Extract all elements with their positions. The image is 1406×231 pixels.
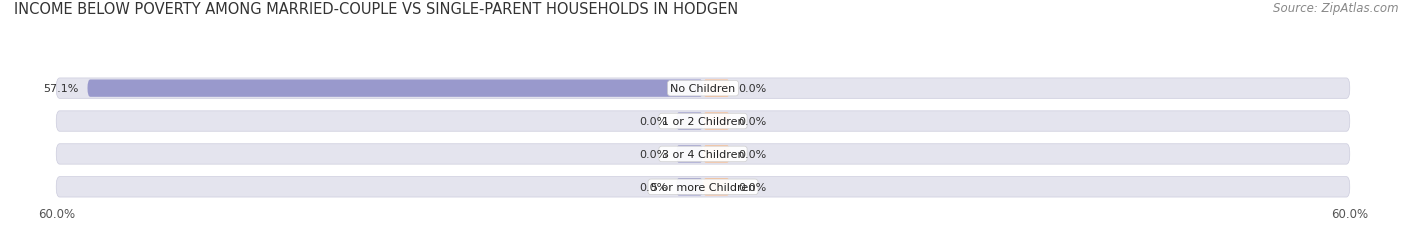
FancyBboxPatch shape [676, 146, 703, 163]
Text: 3 or 4 Children: 3 or 4 Children [662, 149, 744, 159]
FancyBboxPatch shape [56, 79, 1350, 99]
Text: 0.0%: 0.0% [738, 182, 766, 192]
FancyBboxPatch shape [56, 111, 1350, 132]
Text: 5 or more Children: 5 or more Children [651, 182, 755, 192]
Text: Source: ZipAtlas.com: Source: ZipAtlas.com [1274, 2, 1399, 15]
Text: 1 or 2 Children: 1 or 2 Children [662, 116, 744, 127]
FancyBboxPatch shape [703, 178, 730, 196]
Text: 0.0%: 0.0% [640, 182, 668, 192]
Text: No Children: No Children [671, 84, 735, 94]
FancyBboxPatch shape [56, 177, 1350, 197]
FancyBboxPatch shape [703, 80, 730, 97]
FancyBboxPatch shape [703, 113, 730, 130]
FancyBboxPatch shape [676, 113, 703, 130]
Text: 0.0%: 0.0% [738, 84, 766, 94]
Text: 57.1%: 57.1% [44, 84, 79, 94]
Text: 0.0%: 0.0% [738, 116, 766, 127]
FancyBboxPatch shape [676, 178, 703, 196]
Text: 0.0%: 0.0% [640, 116, 668, 127]
Text: INCOME BELOW POVERTY AMONG MARRIED-COUPLE VS SINGLE-PARENT HOUSEHOLDS IN HODGEN: INCOME BELOW POVERTY AMONG MARRIED-COUPL… [14, 2, 738, 17]
FancyBboxPatch shape [87, 80, 703, 97]
Text: 0.0%: 0.0% [640, 149, 668, 159]
FancyBboxPatch shape [703, 146, 730, 163]
FancyBboxPatch shape [56, 144, 1350, 164]
Text: 0.0%: 0.0% [738, 149, 766, 159]
